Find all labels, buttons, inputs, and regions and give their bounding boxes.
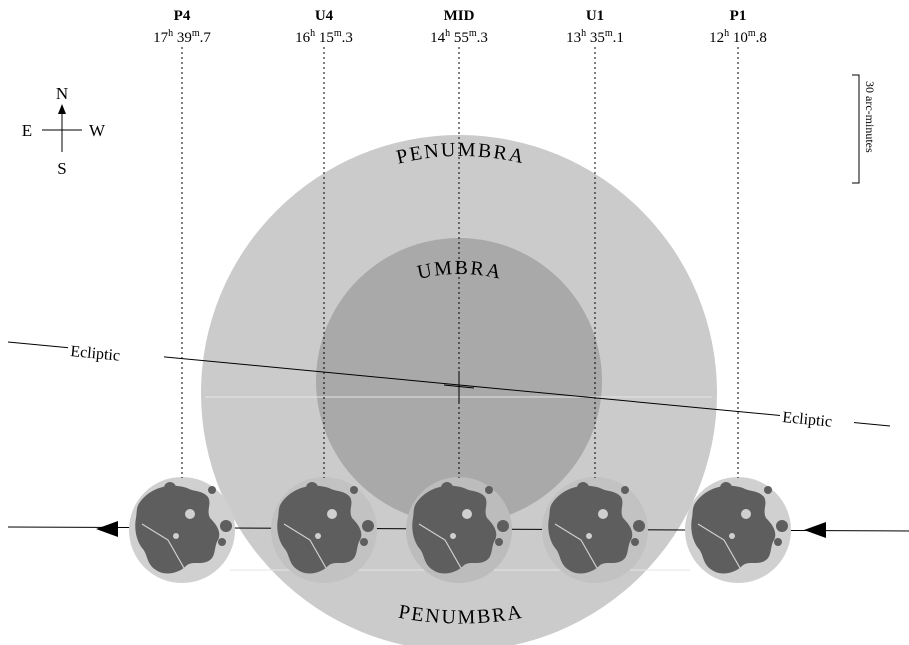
moon-path-arrow-left	[96, 521, 118, 537]
compass-east-label: E	[22, 121, 32, 140]
contact-label: U4	[315, 8, 334, 24]
scale-label: 30 arc-minutes	[863, 81, 877, 153]
contact-time: 17h 39m.7	[153, 28, 211, 46]
moon-mid	[405, 476, 513, 584]
compass: N S E W	[22, 84, 106, 178]
ecliptic-label-left: Ecliptic	[70, 343, 121, 365]
contact-label: P1	[730, 8, 747, 24]
contact-label: U1	[586, 8, 604, 24]
center-cross-horizontal	[443, 384, 475, 389]
ecliptic-label-right: Ecliptic	[782, 409, 833, 431]
moon-path-arrow-right	[804, 522, 826, 538]
contact-time: 12h 10m.8	[709, 28, 767, 46]
moon-p1	[684, 476, 792, 584]
compass-north-arrow-icon	[58, 104, 66, 114]
contact-label: P4	[174, 8, 191, 24]
moon-p4	[128, 476, 236, 584]
moon-u1	[541, 476, 649, 584]
contact-header-u1: U1 13h 35m.1	[566, 8, 624, 46]
contact-time: 14h 55m.3	[430, 28, 488, 46]
scale-bar: 30 arc-minutes	[852, 74, 877, 184]
compass-west-label: W	[89, 121, 106, 140]
moon-u4	[270, 476, 378, 584]
contact-time: 13h 35m.1	[566, 28, 624, 46]
compass-south-label: S	[57, 159, 66, 178]
contact-header-mid: MID 14h 55m.3	[430, 8, 488, 46]
contact-header-p1: P1 12h 10m.8	[709, 8, 767, 46]
contact-header-p4: P4 17h 39m.7	[153, 8, 211, 46]
compass-north-label: N	[56, 84, 68, 103]
ecliptic-label-left-bg	[68, 339, 164, 359]
contact-time: 16h 15m.3	[295, 28, 353, 46]
scale-bracket	[852, 74, 860, 184]
ecliptic-label-right-bg	[780, 405, 854, 425]
contact-label: MID	[444, 8, 475, 24]
contact-header-u4: U4 16h 15m.3	[295, 8, 353, 46]
